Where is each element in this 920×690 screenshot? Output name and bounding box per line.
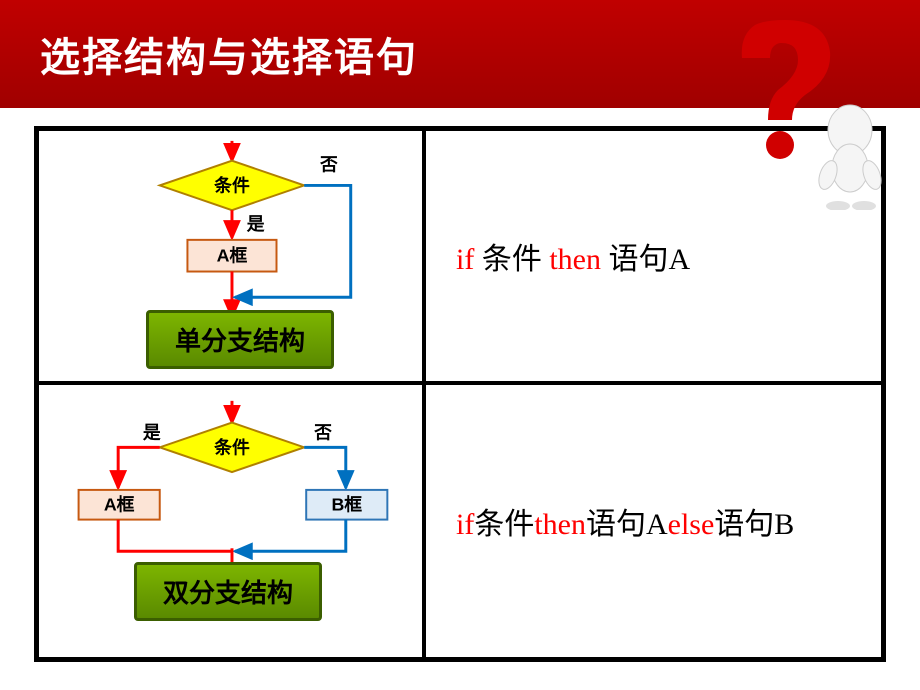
txt-stmtA2: 语句A	[586, 508, 668, 541]
kw-then2: then	[534, 508, 586, 541]
svg-text:否: 否	[313, 422, 332, 442]
svg-text:条件: 条件	[213, 436, 250, 457]
svg-text:是: 是	[142, 422, 161, 442]
svg-text:B框: B框	[331, 495, 362, 515]
double-branch-badge: 双分支结构	[134, 562, 322, 621]
slide-title: 选择结构与选择语句	[40, 25, 418, 83]
svg-text:条件: 条件	[213, 174, 250, 195]
code-line-2: if条件then语句Aelse语句B	[456, 499, 794, 543]
txt-cond2: 条件	[474, 508, 534, 541]
kw-else: else	[668, 508, 715, 541]
cell-double-branch-code: if条件then语句Aelse语句B	[424, 383, 883, 659]
svg-text:A框: A框	[104, 495, 135, 515]
txt-cond: 条件	[474, 243, 549, 276]
question-mark-mascot-icon	[720, 10, 890, 210]
code-line-1: if 条件 then 语句A	[456, 234, 690, 278]
cell-double-branch-flow: 条件 是 A框 否 B框 双分支结构	[37, 383, 424, 659]
cell-single-branch-flow: 条件 是 A框 否 单分支结构	[37, 129, 424, 383]
kw-if2: if	[456, 508, 474, 541]
txt-stmtA: 语句A	[601, 243, 690, 276]
svg-text:A框: A框	[217, 246, 248, 266]
svg-text:否: 否	[319, 155, 338, 175]
svg-text:是: 是	[246, 214, 265, 234]
kw-if: if	[456, 243, 474, 276]
kw-then: then	[549, 243, 601, 276]
txt-stmtB: 语句B	[714, 508, 794, 541]
single-branch-badge: 单分支结构	[146, 310, 334, 369]
